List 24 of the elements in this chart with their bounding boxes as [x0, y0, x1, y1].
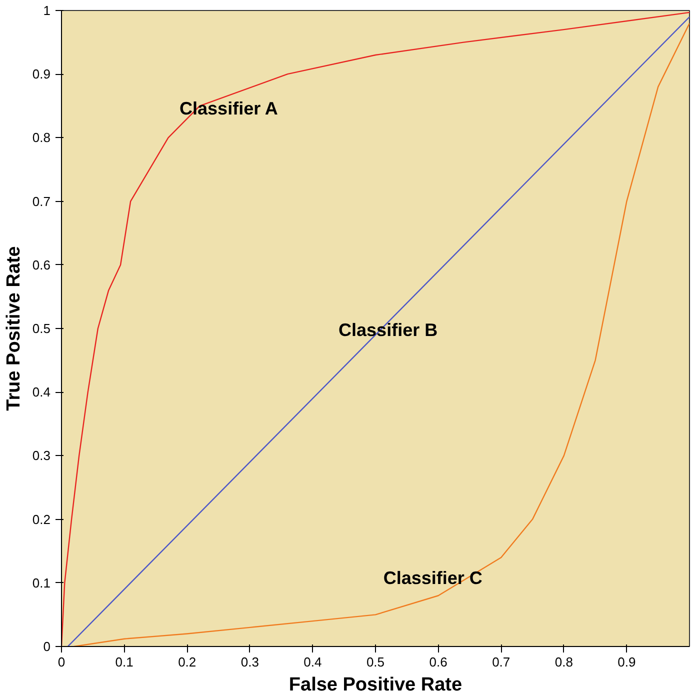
x-tick-label: 0.3	[240, 654, 259, 670]
y-tick-label: 0.5	[32, 321, 51, 336]
y-tick-label: 1	[43, 3, 51, 18]
x-tick-label: 0.6	[429, 654, 448, 670]
x-tick-label: 0.7	[492, 654, 510, 670]
y-tick-label: 0.2	[32, 512, 51, 527]
series-label: Classifier C	[383, 568, 482, 588]
y-tick-label: 0.6	[32, 257, 51, 272]
y-tick-label: 0.4	[32, 384, 51, 400]
y-tick-label: 0.3	[32, 448, 51, 464]
x-tick-label: 0.5	[366, 654, 385, 670]
x-tick-label: 0	[58, 654, 66, 670]
y-tick-label: 0.7	[32, 194, 51, 209]
x-tick-label: 0.4	[304, 654, 322, 670]
y-tick-label: 0	[43, 639, 51, 654]
x-tick-label: 0.9	[618, 654, 636, 670]
y-axis-title: True Positive Rate	[3, 246, 24, 411]
x-tick-label: 0.2	[178, 654, 196, 670]
x-axis-title: False Positive Rate	[288, 674, 462, 696]
y-tick-label: 0.9	[32, 66, 51, 82]
x-tick-label: 0.8	[554, 654, 573, 670]
y-tick-label: 0.8	[32, 130, 51, 146]
y-tick-label: 0.1	[32, 575, 51, 590]
x-tick-label: 0.1	[115, 654, 134, 670]
